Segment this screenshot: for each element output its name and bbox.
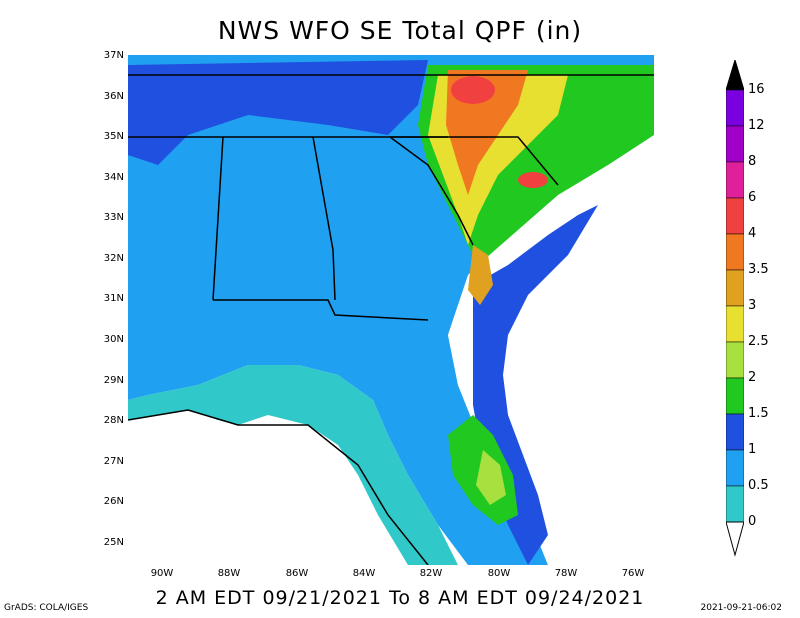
- border-ga-sc: [389, 136, 474, 246]
- border-fl-coast: [128, 409, 429, 565]
- colorbar-swatch: [726, 485, 744, 523]
- colorbar-label: 1: [748, 442, 757, 457]
- colorbar-swatch: [726, 269, 744, 307]
- lat-label-36: 36N: [103, 91, 124, 102]
- north-blue: [128, 60, 428, 165]
- colorbar-label: 1.5: [748, 406, 769, 421]
- colorbar-swatch: [726, 233, 744, 271]
- lat-label-26: 26N: [103, 496, 124, 507]
- lat-label-31: 31N: [103, 293, 124, 304]
- lon-label-82: 82W: [419, 568, 443, 579]
- colorbar-swatch: [726, 449, 744, 487]
- lon-label-90: 90W: [150, 568, 174, 579]
- colorbar-swatch: [726, 341, 744, 379]
- colorbar-label: 2: [748, 370, 757, 385]
- lat-label-29: 29N: [103, 375, 124, 386]
- border-al-ga: [312, 136, 336, 301]
- colorbar-swatch: [726, 125, 744, 163]
- colorbar-bottom-arrow: [726, 521, 744, 557]
- colorbar-swatch: [726, 413, 744, 451]
- florida-yellow: [476, 450, 506, 505]
- lon-label-78: 78W: [554, 568, 578, 579]
- georgia-coast-orange: [468, 245, 493, 305]
- lon-label-76: 76W: [621, 568, 645, 579]
- colorbar-label: 2.5: [748, 334, 769, 349]
- map-title: NWS WFO SE Total QPF (in): [217, 16, 583, 45]
- colorbar-swatches: [726, 89, 744, 523]
- lon-label-80: 80W: [487, 568, 511, 579]
- lat-label-37: 37N: [103, 50, 124, 61]
- colorbar-label: 12: [748, 118, 765, 133]
- colorbar-swatch: [726, 197, 744, 235]
- colorbar-label: 8: [748, 154, 757, 169]
- colorbar-label: 3.5: [748, 262, 769, 277]
- red-core-north: [451, 76, 495, 104]
- lat-label-35: 35N: [103, 131, 124, 142]
- colorbar-swatch: [726, 305, 744, 343]
- state-borders: [128, 74, 654, 565]
- border-ms-al: [212, 136, 224, 301]
- colorbar-swatch: [726, 89, 744, 127]
- lat-label-30: 30N: [103, 334, 124, 345]
- colorbar-swatch: [726, 161, 744, 199]
- lat-label-33: 33N: [103, 212, 124, 223]
- colorbar-top-arrow: [726, 60, 744, 91]
- border-gulf-line: [213, 299, 429, 321]
- colorbar-label: 6: [748, 190, 757, 205]
- red-core-coast: [518, 172, 548, 188]
- lat-label-32: 32N: [103, 253, 124, 264]
- qpf-map: [128, 55, 654, 565]
- colorbar-label: 3: [748, 298, 757, 313]
- grads-credit: GrADS: COLA/IGES: [4, 603, 89, 613]
- lon-label-84: 84W: [352, 568, 376, 579]
- map-subtitle: 2 AM EDT 09/21/2021 To 8 AM EDT 09/24/20…: [155, 587, 645, 609]
- colorbar-label: 4: [748, 226, 757, 241]
- lat-label-25: 25N: [103, 537, 124, 548]
- lon-label-88: 88W: [217, 568, 241, 579]
- run-timestamp: 2021-09-21-06:02: [700, 603, 783, 613]
- colorbar-label: 16: [748, 82, 765, 97]
- colorbar: [726, 60, 744, 557]
- gulf-water: [128, 365, 458, 565]
- lat-label-28: 28N: [103, 415, 124, 426]
- colorbar-label: 0.5: [748, 478, 769, 493]
- colorbar-swatch: [726, 377, 744, 415]
- lat-label-34: 34N: [103, 172, 124, 183]
- lon-label-86: 86W: [285, 568, 309, 579]
- colorbar-label: 0: [748, 514, 757, 529]
- border-nc-sc: [390, 136, 559, 186]
- lat-label-27: 27N: [103, 456, 124, 467]
